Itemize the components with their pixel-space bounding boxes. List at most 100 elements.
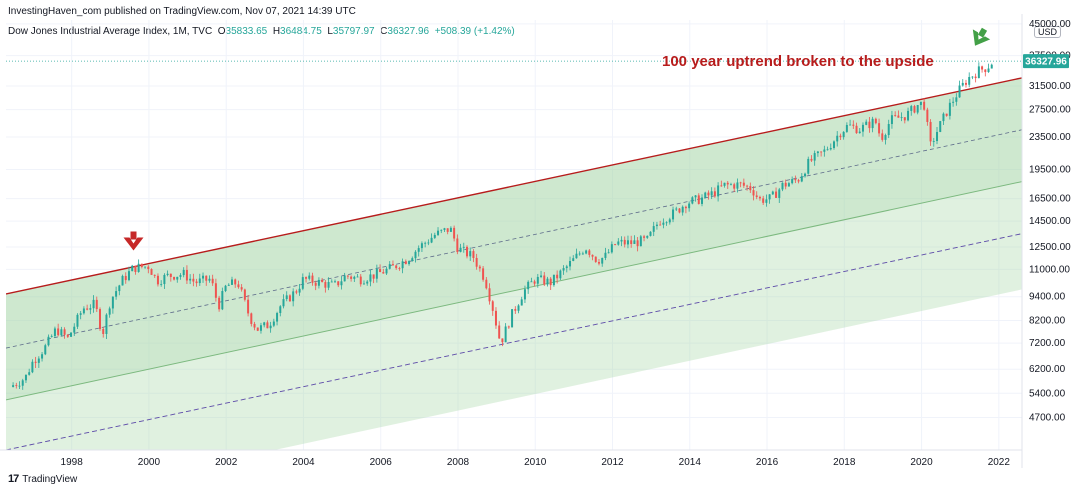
x-tick-label: 2014: [679, 457, 702, 468]
candle-body: [472, 251, 475, 258]
candle-body: [620, 239, 623, 242]
candle-body: [150, 269, 153, 275]
x-tick-label: 2018: [833, 457, 856, 468]
candle-body: [752, 190, 755, 196]
y-tick-label: 45000.00: [1029, 19, 1071, 30]
candle-body: [746, 185, 749, 187]
candle-body: [388, 264, 391, 269]
candle-body: [874, 118, 877, 124]
candle-body: [591, 254, 594, 257]
candle-body: [491, 301, 494, 311]
candle-body: [28, 372, 31, 375]
candle-body: [900, 117, 903, 119]
candle-body: [678, 208, 681, 213]
candle-body: [92, 299, 95, 309]
candle-body: [742, 182, 745, 186]
candle-body: [375, 269, 378, 279]
candle-body: [707, 192, 710, 196]
candle-body: [981, 66, 984, 70]
low-value: 35797.97: [332, 26, 375, 37]
candle-body: [494, 310, 497, 326]
candle-body: [585, 250, 588, 254]
candle-body: [156, 275, 159, 285]
candle-body: [517, 305, 520, 311]
candle-body: [762, 198, 765, 203]
candle-body: [768, 194, 771, 200]
candle-body: [704, 192, 707, 198]
candle-body: [485, 279, 488, 289]
candle-body: [340, 281, 343, 286]
candle-body: [63, 329, 66, 335]
candle-body: [147, 266, 150, 270]
candle-body: [353, 276, 356, 279]
y-tick-label: 11000.00: [1029, 264, 1070, 275]
annotation-text: 100 year uptrend broken to the upside: [662, 53, 934, 70]
candle-body: [404, 261, 407, 265]
candle-body: [649, 231, 652, 236]
candle-body: [414, 251, 417, 259]
candle-body: [391, 264, 394, 266]
candle-body: [115, 291, 118, 297]
candle-body: [237, 284, 240, 288]
candle-body: [288, 295, 291, 302]
candle-body: [942, 113, 945, 122]
candle-body: [511, 309, 514, 328]
candle-body: [259, 325, 262, 331]
candle-body: [787, 183, 790, 187]
candle-body: [253, 323, 256, 328]
x-tick-label: 2010: [524, 457, 547, 468]
symbol-legend: Dow Jones Industrial Average Index, 1M, …: [8, 26, 515, 37]
change-value: +508.39 (+1.42%): [434, 26, 515, 37]
candle-body: [44, 345, 47, 355]
candle-body: [662, 222, 665, 225]
candle-body: [247, 299, 250, 314]
x-tick-label: 2012: [601, 457, 624, 468]
candle-body: [111, 296, 114, 309]
tradingview-brand[interactable]: TradingView: [22, 473, 78, 485]
candle-body: [282, 299, 285, 307]
candle-body: [955, 97, 958, 102]
currency-badge[interactable]: USD: [1034, 26, 1062, 38]
y-tick-label: 19500.00: [1029, 165, 1071, 176]
candle-body: [243, 289, 246, 300]
candle-body: [594, 256, 597, 263]
candle-body: [894, 115, 897, 117]
candle-body: [218, 297, 221, 310]
candle-body: [99, 309, 102, 329]
candle-body: [726, 182, 729, 185]
candle-body: [73, 326, 76, 333]
x-tick-label: 2020: [910, 457, 933, 468]
candle-body: [530, 281, 533, 283]
candle-body: [417, 248, 420, 252]
candle-body: [102, 328, 105, 334]
candle-body: [34, 361, 37, 363]
symbol-name[interactable]: Dow Jones Industrial Average Index, 1M, …: [8, 26, 213, 37]
candle-body: [675, 208, 678, 210]
candle-body: [37, 358, 40, 363]
candle-body: [82, 308, 85, 314]
candle-body: [250, 313, 253, 324]
candle-body: [890, 115, 893, 125]
candle-body: [527, 281, 530, 290]
candle-body: [321, 279, 324, 283]
candle-body: [182, 269, 185, 276]
candle-body: [57, 328, 60, 336]
candle-body: [346, 275, 349, 277]
candle-body: [939, 121, 942, 132]
candle-body: [575, 253, 578, 259]
candle-body: [610, 244, 613, 253]
candle-body: [366, 281, 369, 284]
candle-body: [185, 269, 188, 281]
candle-body: [607, 252, 610, 254]
candle-body: [482, 268, 485, 280]
candle-body: [601, 257, 604, 264]
candle-body: [475, 257, 478, 267]
candle-body: [343, 275, 346, 282]
candle-body: [498, 325, 501, 339]
red-arrow-shape: [123, 237, 144, 251]
candlestick-series: [12, 62, 993, 390]
candle-body: [398, 268, 401, 269]
candle-body: [205, 275, 208, 281]
candle-body: [813, 153, 816, 161]
